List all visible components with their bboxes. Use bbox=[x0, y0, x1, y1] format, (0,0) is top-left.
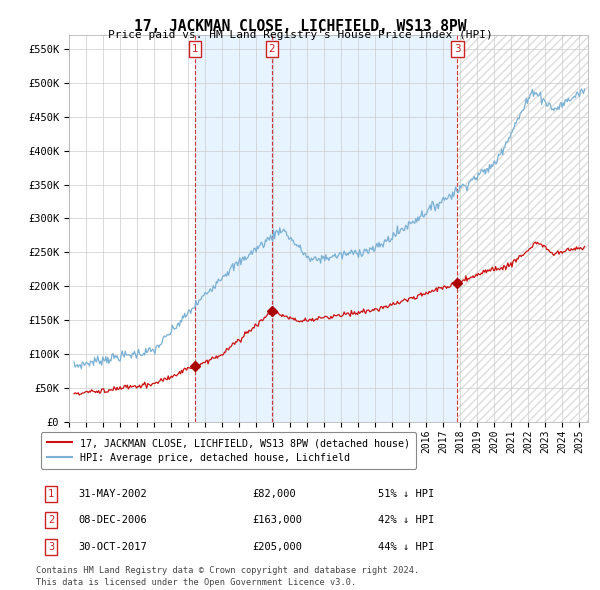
Text: 17, JACKMAN CLOSE, LICHFIELD, WS13 8PW: 17, JACKMAN CLOSE, LICHFIELD, WS13 8PW bbox=[134, 19, 466, 34]
Bar bbox=[457, 35, 588, 422]
Text: This data is licensed under the Open Government Licence v3.0.: This data is licensed under the Open Gov… bbox=[36, 578, 356, 588]
Legend: 17, JACKMAN CLOSE, LICHFIELD, WS13 8PW (detached house), HPI: Average price, det: 17, JACKMAN CLOSE, LICHFIELD, WS13 8PW (… bbox=[41, 432, 416, 469]
Text: £163,000: £163,000 bbox=[252, 516, 302, 525]
Text: 2: 2 bbox=[269, 44, 275, 54]
Text: 3: 3 bbox=[454, 44, 461, 54]
Text: £82,000: £82,000 bbox=[252, 489, 296, 499]
Text: 30-OCT-2017: 30-OCT-2017 bbox=[78, 542, 147, 552]
Text: 1: 1 bbox=[48, 489, 54, 499]
Text: Contains HM Land Registry data © Crown copyright and database right 2024.: Contains HM Land Registry data © Crown c… bbox=[36, 566, 419, 575]
Text: 3: 3 bbox=[48, 542, 54, 552]
Text: 2: 2 bbox=[48, 516, 54, 525]
Text: 42% ↓ HPI: 42% ↓ HPI bbox=[378, 516, 434, 525]
Text: 51% ↓ HPI: 51% ↓ HPI bbox=[378, 489, 434, 499]
Text: 31-MAY-2002: 31-MAY-2002 bbox=[78, 489, 147, 499]
Bar bbox=[272, 35, 457, 422]
Text: 1: 1 bbox=[192, 44, 199, 54]
Text: 08-DEC-2006: 08-DEC-2006 bbox=[78, 516, 147, 525]
Text: £205,000: £205,000 bbox=[252, 542, 302, 552]
Bar bbox=[457, 35, 588, 422]
Text: 44% ↓ HPI: 44% ↓ HPI bbox=[378, 542, 434, 552]
Text: Price paid vs. HM Land Registry's House Price Index (HPI): Price paid vs. HM Land Registry's House … bbox=[107, 30, 493, 40]
Bar bbox=[195, 35, 272, 422]
